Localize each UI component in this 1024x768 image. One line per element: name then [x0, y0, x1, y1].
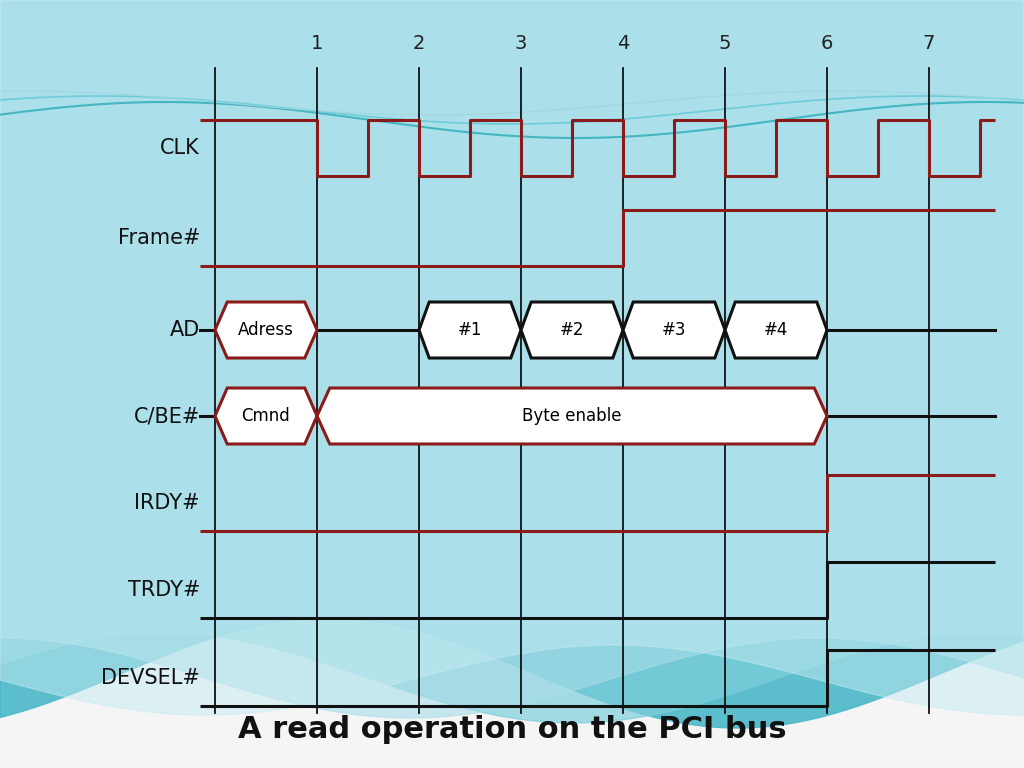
Text: #1: #1 [458, 321, 482, 339]
Polygon shape [215, 302, 317, 358]
Polygon shape [0, 0, 1024, 723]
Text: 3: 3 [515, 34, 527, 53]
Text: 1: 1 [311, 34, 324, 53]
Text: 6: 6 [821, 34, 834, 53]
Polygon shape [419, 302, 521, 358]
Text: A read operation on the PCI bus: A read operation on the PCI bus [238, 716, 786, 744]
Text: IRDY#: IRDY# [134, 493, 200, 513]
Polygon shape [0, 0, 1024, 718]
Polygon shape [0, 0, 1024, 715]
Text: CLK: CLK [160, 138, 200, 158]
Polygon shape [623, 302, 725, 358]
Text: #3: #3 [662, 321, 686, 339]
Text: 2: 2 [413, 34, 425, 53]
Polygon shape [0, 0, 1024, 728]
Text: AD: AD [170, 320, 200, 340]
Text: DEVSEL#: DEVSEL# [101, 668, 200, 688]
Text: Cmnd: Cmnd [242, 407, 291, 425]
Text: 7: 7 [923, 34, 935, 53]
Polygon shape [317, 388, 827, 444]
Text: C/BE#: C/BE# [133, 406, 200, 426]
Polygon shape [521, 302, 623, 358]
Text: 4: 4 [616, 34, 629, 53]
Polygon shape [725, 302, 827, 358]
Text: Adress: Adress [238, 321, 294, 339]
Text: Frame#: Frame# [118, 228, 200, 248]
Text: 5: 5 [719, 34, 731, 53]
Text: Byte enable: Byte enable [522, 407, 622, 425]
Text: #2: #2 [560, 321, 585, 339]
Text: TRDY#: TRDY# [128, 580, 200, 600]
Polygon shape [215, 388, 317, 444]
Text: #4: #4 [764, 321, 788, 339]
